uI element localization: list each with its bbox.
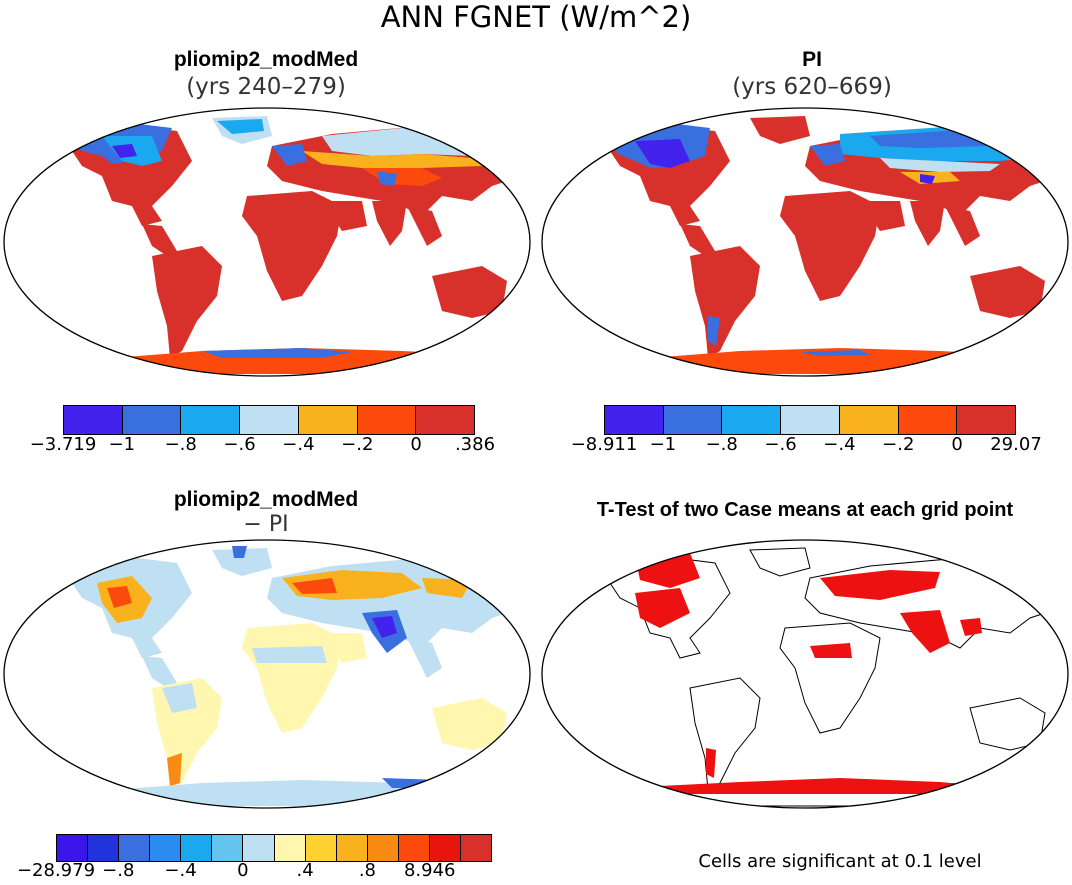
colorbar-top-left — [63, 405, 475, 435]
colorbar-swatch — [898, 406, 958, 434]
map-bottom-left — [3, 539, 531, 809]
panel-title-top-right: PI — [802, 48, 822, 71]
figure-title: ANN FGNET (W/m^2) — [380, 0, 692, 34]
colorbar-swatch — [367, 835, 399, 861]
colorbar-swatch — [781, 406, 840, 434]
colorbar-swatch — [398, 835, 430, 861]
colorbar-tick-label: −3.719 — [29, 434, 97, 455]
colorbar-swatch — [605, 406, 664, 434]
panel-title-bottom-left: pliomip2_modMed — [173, 488, 359, 511]
colorbar-swatch — [336, 835, 368, 861]
colorbar-swatch — [212, 835, 244, 861]
colorbar-ticks-top-right: −8.911 −1 −.8 −.6 −.4 −.2 0 29.07 — [571, 434, 1042, 456]
colorbar-ticks-top-left: −3.719 −1 −.8 −.6 −.4 −.2 0 .386 — [30, 434, 495, 456]
colorbar-tick-label: 8.946 — [403, 860, 456, 881]
colorbar-swatch — [122, 406, 182, 434]
colorbar-tick-label: .386 — [454, 434, 496, 455]
colorbar-tick-label: 0 — [237, 860, 249, 881]
colorbar-tick-label: −.4 — [823, 434, 856, 455]
colorbar-tick-label: −.6 — [764, 434, 797, 455]
colorbar-tick-label: 29.07 — [990, 434, 1042, 455]
map-bottom-right — [541, 539, 1069, 809]
colorbar-tick-label: −.6 — [223, 434, 256, 455]
colorbar-tick-label: −.8 — [705, 434, 738, 455]
colorbar-swatch — [181, 406, 241, 434]
colorbar-swatch — [663, 406, 723, 434]
map-top-left — [3, 107, 531, 377]
colorbar-swatch — [839, 406, 899, 434]
colorbar-swatch — [88, 835, 120, 861]
colorbar-swatch — [357, 406, 417, 434]
colorbar-tick-label: .4 — [296, 860, 314, 881]
colorbar-tick-label: 0 — [951, 434, 963, 455]
colorbar-tick-label: −.2 — [341, 434, 374, 455]
colorbar-swatch — [957, 406, 1016, 434]
colorbar-swatch — [298, 406, 358, 434]
panel-subtitle-top-left: (yrs 240–279) — [186, 74, 346, 100]
colorbar-swatch — [57, 835, 89, 861]
colorbar-swatch — [274, 835, 306, 861]
colorbar-swatch — [722, 406, 782, 434]
map-top-right — [541, 107, 1069, 377]
colorbar-swatch — [416, 406, 475, 434]
colorbar-swatch — [181, 835, 213, 861]
panel-subtitle-top-right: (yrs 620–669) — [732, 74, 892, 100]
colorbar-swatch — [305, 835, 337, 861]
colorbar-bottom-left — [56, 834, 492, 862]
colorbar-swatch — [150, 835, 182, 861]
colorbar-tick-label: −1 — [108, 434, 136, 455]
panel-title-bottom-right: T-Test of two Case means at each grid po… — [596, 499, 1014, 521]
colorbar-tick-label: −.8 — [164, 434, 197, 455]
colorbar-tick-label: −.8 — [102, 860, 135, 881]
colorbar-swatch — [461, 835, 492, 861]
colorbar-swatch — [243, 835, 275, 861]
colorbar-tick-label: 0 — [410, 434, 422, 455]
colorbar-swatch — [64, 406, 123, 434]
colorbar-tick-label: −.2 — [882, 434, 915, 455]
panel-title-top-left: pliomip2_modMed — [173, 48, 359, 71]
colorbar-tick-label: −.4 — [164, 860, 197, 881]
colorbar-swatch — [429, 835, 462, 861]
significance-footnote: Cells are significant at 0.1 level — [698, 851, 982, 872]
colorbar-tick-label: −8.911 — [570, 434, 638, 455]
colorbar-tick-label: .8 — [358, 860, 377, 881]
colorbar-top-right — [604, 405, 1016, 435]
colorbar-tick-label: −.4 — [282, 434, 315, 455]
colorbar-tick-label: −28.979 — [16, 860, 96, 881]
colorbar-swatch — [119, 835, 151, 861]
colorbar-swatch — [240, 406, 299, 434]
colorbar-ticks-bottom-left: −28.979 −.8 −.4 0 .4 .8 8.946 — [17, 860, 492, 882]
colorbar-tick-label: −1 — [649, 434, 677, 455]
panel-subtitle-bottom-left: − PI — [243, 512, 289, 537]
